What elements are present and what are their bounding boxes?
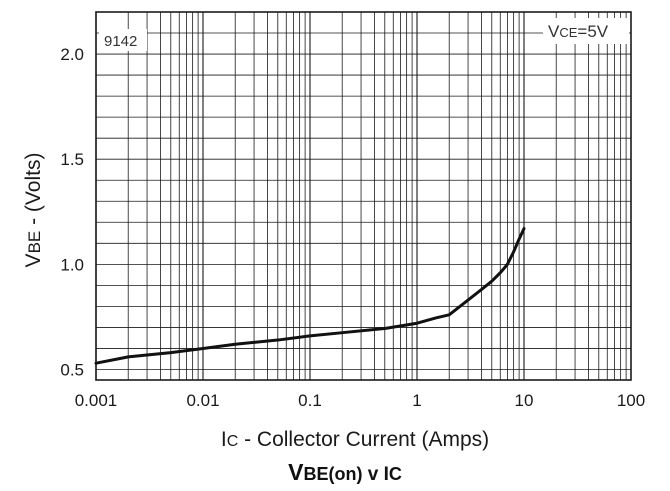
y-axis-label-rest: - (Volts) — [22, 153, 45, 231]
y-tick-label: 0.5 — [60, 360, 84, 379]
condition-label: VCE=5V — [548, 22, 609, 41]
x-axis-label: IC - Collector Current (Amps) — [221, 428, 489, 451]
y-axis-label-subscript: BE — [25, 231, 44, 254]
series-layer — [94, 227, 526, 365]
series-line — [94, 227, 526, 365]
y-tick-label: 2.0 — [60, 45, 84, 64]
x-tick-label: 0.01 — [186, 391, 219, 410]
plot-frame — [95, 11, 632, 381]
x-tick-labels: 0.001 0.01 0.1 1 10 100 — [75, 391, 645, 410]
y-tick-label: 1.0 — [60, 255, 84, 274]
x-tick-label: 100 — [617, 391, 645, 410]
chart-title-part-3: v I — [362, 464, 388, 485]
condition-value: =5V — [577, 22, 608, 41]
x-axis-label-prefix: I — [221, 428, 227, 451]
y-tick-label: 1.5 — [60, 150, 84, 169]
code-label-background — [99, 29, 147, 51]
x-tick-label: 0.001 — [75, 391, 118, 410]
chart-title-part-4: C — [389, 464, 402, 484]
y-axis-label: VBE - (Volts) — [22, 153, 45, 268]
x-axis-label-subscript: C — [227, 433, 239, 450]
x-axis-label-rest: - Collector Current (Amps) — [238, 428, 489, 451]
chart-title-part-2: BE(on) — [303, 464, 362, 484]
y-axis-label-prefix: V — [22, 253, 45, 267]
y-tick-labels: 0.5 1.0 1.5 2.0 — [60, 45, 84, 379]
x-tick-label: 0.1 — [298, 391, 322, 410]
condition-label-background — [543, 18, 629, 44]
chart-title: VBE(on) v IC — [288, 459, 402, 485]
grid — [95, 11, 631, 380]
x-tick-label: 1 — [412, 391, 421, 410]
condition-prefix: V — [548, 22, 560, 41]
chart-title-part-1: V — [288, 459, 304, 485]
condition-subscript: CE — [559, 25, 577, 40]
code-label: 9142 — [104, 33, 137, 50]
x-tick-label: 10 — [515, 391, 534, 410]
